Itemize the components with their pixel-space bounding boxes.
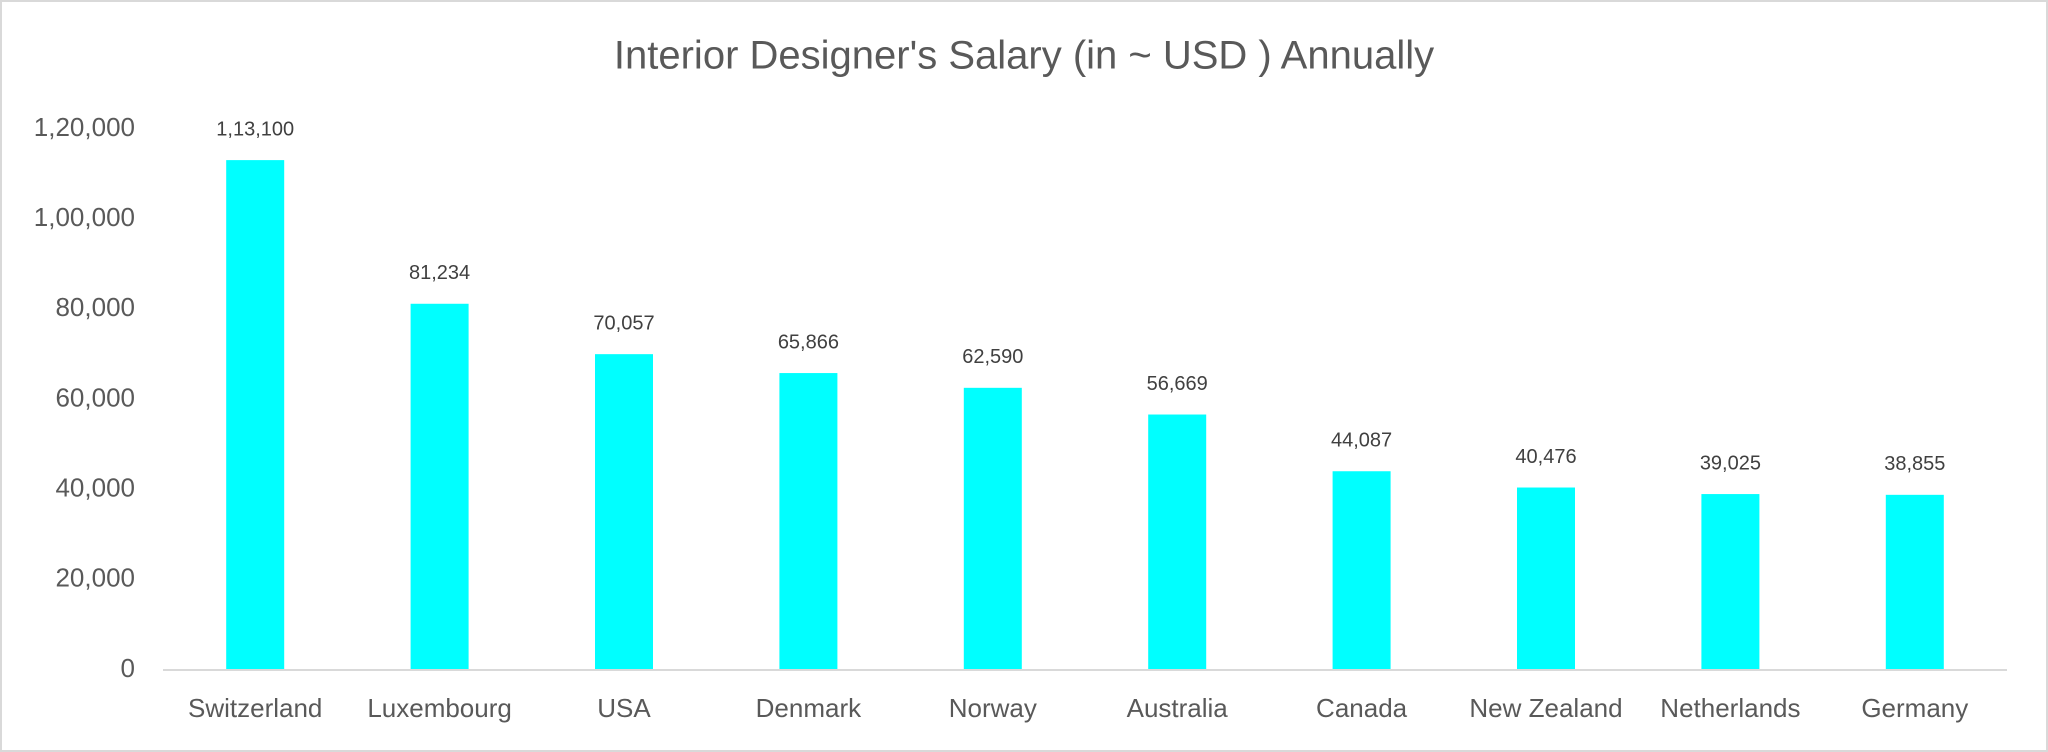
bar: [1148, 414, 1207, 670]
value-label: 38,855: [1884, 453, 1945, 475]
value-label: 62,590: [962, 346, 1023, 368]
x-tick-label: New Zealand: [1469, 693, 1622, 723]
x-tick-label: Netherlands: [1660, 693, 1800, 723]
x-tick-label: Denmark: [756, 693, 862, 723]
x-tick-label: Norway: [949, 693, 1037, 723]
x-tick-label: Switzerland: [188, 693, 322, 723]
y-tick-label: 60,000: [55, 382, 135, 412]
x-tick-label: USA: [597, 693, 651, 723]
bar: [595, 354, 653, 670]
bar: [1885, 494, 1944, 670]
x-tick-label: Australia: [1127, 693, 1229, 723]
y-tick-label: 80,000: [55, 292, 135, 322]
value-label: 44,087: [1331, 430, 1392, 452]
y-tick-label: 20,000: [55, 563, 135, 593]
x-tick-label: Canada: [1316, 693, 1408, 723]
y-tick-label: 40,000: [55, 473, 135, 503]
value-label: 65,866: [778, 331, 839, 353]
y-tick-label: 1,20,000: [34, 112, 135, 142]
value-label: 1,13,100: [216, 118, 294, 140]
y-tick-label: 0: [121, 653, 135, 683]
value-label: 70,057: [593, 312, 654, 334]
x-tick-label: Luxembourg: [367, 693, 512, 723]
x-tick-label: Germany: [1861, 693, 1968, 723]
value-label: 56,669: [1147, 373, 1208, 395]
bar: [779, 373, 838, 670]
value-label: 39,025: [1700, 452, 1761, 474]
bar: [226, 160, 285, 671]
bar: [1332, 471, 1391, 670]
bar: [1701, 494, 1760, 670]
value-label: 40,476: [1515, 446, 1576, 468]
bar: [963, 387, 1022, 670]
bar: [1517, 487, 1575, 670]
y-tick-label: 1,00,000: [34, 202, 135, 232]
bar: [410, 303, 469, 670]
value-label: 81,234: [409, 262, 470, 284]
chart-title: Interior Designer's Salary (in ~ USD ) A…: [614, 34, 1434, 78]
